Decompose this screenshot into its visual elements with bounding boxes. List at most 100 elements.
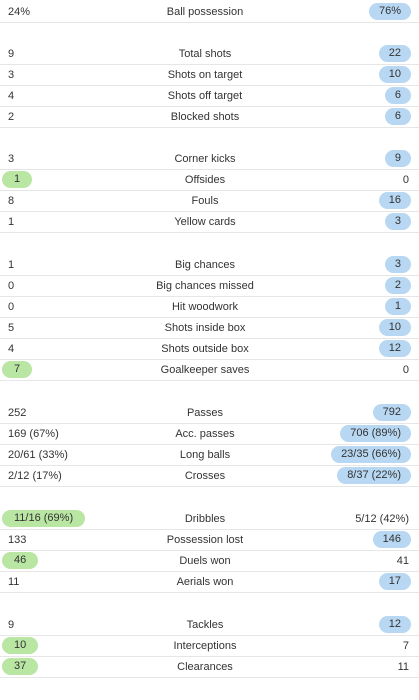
away-value: 16 <box>378 192 411 209</box>
stat-label: Total shots <box>178 48 232 60</box>
home-value: 9 <box>8 48 15 60</box>
stat-row: 4 Shots outside box 12 <box>0 339 419 360</box>
stat-label: Interceptions <box>173 640 237 652</box>
away-value: 10 <box>378 66 411 83</box>
stat-row: 9 Total shots 22 <box>0 44 419 65</box>
away-value: 7 <box>402 640 409 652</box>
away-value: 5/12 (42%) <box>355 513 409 525</box>
stat-row: 3 Corner kicks 9 <box>0 149 419 170</box>
stat-row: 8 Fouls 16 <box>0 191 419 212</box>
home-value: 8 <box>8 195 15 207</box>
stat-row: 11/16 (69%) Dribbles 5/12 (42%) <box>0 509 419 530</box>
stat-row: 20/61 (33%) Long balls 23/35 (66%) <box>0 445 419 466</box>
home-value: 10 <box>2 637 39 654</box>
home-value: 37 <box>2 658 39 675</box>
stat-label: Fouls <box>191 195 219 207</box>
stat-label: Offsides <box>184 174 226 186</box>
stat-row: 169 (67%) Acc. passes 706 (89%) <box>0 424 419 445</box>
home-value: 0 <box>8 301 15 313</box>
home-value: 169 (67%) <box>8 428 59 440</box>
stat-row: 1 Yellow cards 3 <box>0 212 419 233</box>
stat-row: 46 Duels won 41 <box>0 551 419 572</box>
home-value: 7 <box>2 361 33 378</box>
home-value: 9 <box>8 619 15 631</box>
stat-label: Crosses <box>184 470 226 482</box>
stat-row: 11 Aerials won 17 <box>0 572 419 593</box>
stat-label: Big chances <box>175 259 235 271</box>
stat-label: Corner kicks <box>174 153 236 165</box>
stat-label: Acc. passes <box>175 428 235 440</box>
stat-row: 5 Shots inside box 10 <box>0 318 419 339</box>
stat-label: Goalkeeper saves <box>160 364 250 376</box>
stat-label: Long balls <box>179 449 231 461</box>
away-value: 6 <box>384 108 411 125</box>
home-value: 46 <box>2 552 39 569</box>
home-value: 2/12 (17%) <box>8 470 62 482</box>
home-value: 3 <box>8 153 15 165</box>
away-value: 3 <box>384 213 411 230</box>
stat-label: Duels won <box>179 555 231 567</box>
stat-label: Ball possession <box>166 6 244 18</box>
stat-row: 37 Clearances 11 <box>0 657 419 678</box>
away-value: 146 <box>372 531 411 548</box>
away-value: 10 <box>378 319 411 336</box>
stat-row: 24% Ball possession 76% <box>0 2 419 23</box>
away-value: 6 <box>384 87 411 104</box>
home-value: 4 <box>8 90 15 102</box>
stat-row: 2/12 (17%) Crosses 8/37 (22%) <box>0 466 419 487</box>
stat-row: 10 Interceptions 7 <box>0 636 419 657</box>
stat-row: 0 Hit woodwork 1 <box>0 297 419 318</box>
away-value: 8/37 (22%) <box>337 467 411 484</box>
away-value: 12 <box>378 616 411 633</box>
stat-label: Shots off target <box>167 90 243 102</box>
away-value: 11 <box>397 661 409 673</box>
stat-label: Yellow cards <box>174 216 236 228</box>
stat-label: Shots inside box <box>164 322 246 334</box>
stat-row: 2 Blocked shots 6 <box>0 107 419 128</box>
home-value: 1 <box>2 171 33 188</box>
away-value: 792 <box>372 404 411 421</box>
stat-row: 133 Possession lost 146 <box>0 530 419 551</box>
away-value: 706 (89%) <box>340 425 411 442</box>
home-value: 5 <box>8 322 15 334</box>
away-value: 2 <box>384 277 411 294</box>
away-value: 23/35 (66%) <box>331 446 411 463</box>
stat-label: Blocked shots <box>170 111 240 123</box>
home-value: 11/16 (69%) <box>2 510 86 527</box>
home-value: 24% <box>8 6 31 18</box>
stat-label: Dribbles <box>184 513 226 525</box>
stat-row: 0 Big chances missed 2 <box>0 276 419 297</box>
stat-row: 7 Goalkeeper saves 0 <box>0 360 419 381</box>
away-value: 0 <box>402 364 409 376</box>
home-value: 252 <box>8 407 27 419</box>
stat-row: 1 Big chances 3 <box>0 255 419 276</box>
home-value: 133 <box>8 534 27 546</box>
home-value: 4 <box>8 343 15 355</box>
stat-label: Hit woodwork <box>171 301 239 313</box>
away-value: 17 <box>378 573 411 590</box>
stat-label: Clearances <box>177 661 233 673</box>
home-value: 11 <box>8 576 20 588</box>
home-value: 20/61 (33%) <box>8 449 68 461</box>
stat-label: Passes <box>186 407 224 419</box>
home-value: 1 <box>8 259 15 271</box>
away-value: 12 <box>378 340 411 357</box>
away-value: 76% <box>368 3 411 20</box>
away-value: 41 <box>396 555 409 567</box>
away-value: 9 <box>384 150 411 167</box>
stat-row: 3 Shots on target 10 <box>0 65 419 86</box>
stat-label: Possession lost <box>166 534 244 546</box>
stat-label: Tackles <box>186 619 224 631</box>
stat-label: Big chances missed <box>156 280 254 292</box>
away-value: 1 <box>384 298 411 315</box>
stat-row: 252 Passes 792 <box>0 403 419 424</box>
home-value: 3 <box>8 69 15 81</box>
home-value: 1 <box>8 216 15 228</box>
home-value: 0 <box>8 280 15 292</box>
stat-label: Shots on target <box>167 69 243 81</box>
away-value: 3 <box>384 256 411 273</box>
stat-label: Aerials won <box>176 576 234 588</box>
stat-label: Shots outside box <box>161 343 249 355</box>
stat-row: 4 Shots off target 6 <box>0 86 419 107</box>
